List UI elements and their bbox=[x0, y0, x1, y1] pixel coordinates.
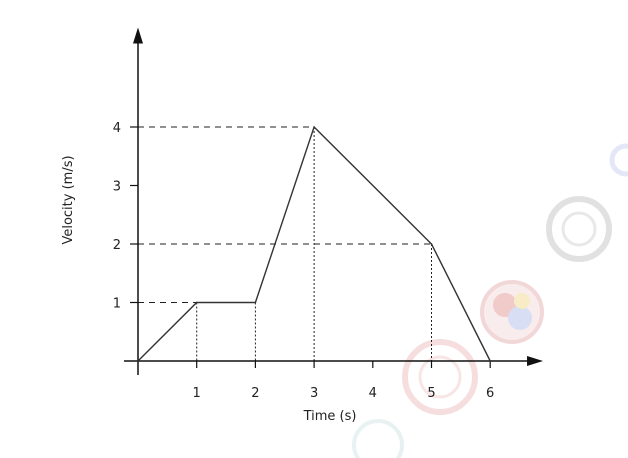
watermark-seal-gray bbox=[546, 196, 612, 262]
y-axis-title: Velocity (m/s) bbox=[61, 155, 76, 244]
guide-lines bbox=[138, 126, 432, 361]
x-tick-label-5: 5 bbox=[427, 386, 435, 401]
x-tick-label-6: 6 bbox=[486, 386, 494, 401]
watermark-seals bbox=[352, 143, 628, 458]
data-point-6 bbox=[489, 360, 492, 362]
data-point-0 bbox=[137, 360, 139, 362]
y-tick-label-4: 4 bbox=[113, 121, 121, 136]
velocity-series-line bbox=[137, 125, 491, 362]
watermark-seal-teal bbox=[352, 419, 404, 458]
watermark-seal-blue bbox=[609, 143, 628, 177]
watermark-seal-red bbox=[402, 339, 478, 415]
y-axis-arrowhead bbox=[133, 27, 143, 44]
data-point-1 bbox=[195, 301, 198, 304]
data-point-3 bbox=[313, 126, 315, 128]
x-axis-arrowhead bbox=[527, 356, 544, 366]
data-point-5 bbox=[430, 243, 433, 245]
x-tick-label-3: 3 bbox=[310, 386, 318, 401]
data-point-2 bbox=[254, 301, 257, 304]
y-tick-label-3: 3 bbox=[113, 180, 121, 195]
series-points bbox=[137, 126, 492, 362]
x-tick-label-1: 1 bbox=[193, 386, 201, 401]
x-tick-label-4: 4 bbox=[369, 386, 377, 401]
axes bbox=[124, 27, 544, 375]
axis-ticks: 1 2 3 4 5 6 1 2 3 4 bbox=[113, 121, 495, 401]
y-tick-label-2: 2 bbox=[113, 238, 121, 253]
x-tick-label-2: 2 bbox=[251, 386, 259, 401]
y-tick-label-1: 1 bbox=[113, 297, 121, 312]
x-axis-title: Time (s) bbox=[303, 409, 357, 424]
